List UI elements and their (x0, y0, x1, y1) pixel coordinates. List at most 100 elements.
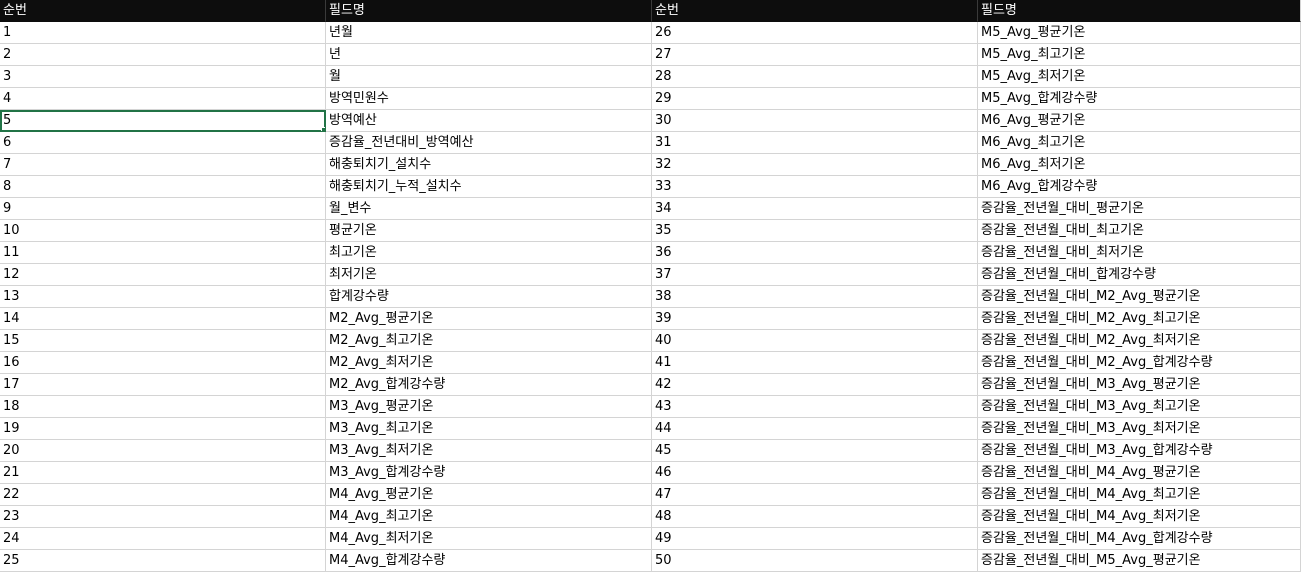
cell-fieldname-right[interactable]: M6_Avg_최저기온 (978, 154, 1301, 176)
cell-fieldname-right[interactable]: M5_Avg_최고기온 (978, 44, 1301, 66)
cell-seq-left[interactable]: 7 (0, 154, 326, 176)
cell-fieldname-left[interactable]: 최저기온 (326, 264, 652, 286)
cell-fieldname-left[interactable]: 년 (326, 44, 652, 66)
cell-seq-left[interactable]: 24 (0, 528, 326, 550)
cell-fieldname-left[interactable]: M3_Avg_최저기온 (326, 440, 652, 462)
cell-fieldname-left[interactable]: M2_Avg_최저기온 (326, 352, 652, 374)
cell-seq-left[interactable]: 11 (0, 242, 326, 264)
cell-fieldname-right[interactable]: 증감율_전년월_대비_합계강수량 (978, 264, 1301, 286)
cell-fieldname-right[interactable]: 증감율_전년월_대비_M3_Avg_합계강수량 (978, 440, 1301, 462)
cell-seq-right[interactable]: 32 (652, 154, 978, 176)
cell-fieldname-left[interactable]: M3_Avg_평균기온 (326, 396, 652, 418)
header-cell-fieldname-1[interactable]: 필드명 (326, 0, 652, 22)
cell-seq-right[interactable]: 36 (652, 242, 978, 264)
cell-seq-left[interactable]: 3 (0, 66, 326, 88)
cell-fieldname-right[interactable]: 증감율_전년월_대비_M2_Avg_최고기온 (978, 308, 1301, 330)
cell-fieldname-right[interactable]: 증감율_전년월_대비_M4_Avg_최저기온 (978, 506, 1301, 528)
cell-seq-left[interactable]: 2 (0, 44, 326, 66)
selected-cell[interactable]: 5 (0, 110, 326, 132)
header-cell-fieldname-2[interactable]: 필드명 (978, 0, 1301, 22)
cell-fieldname-right[interactable]: 증감율_전년월_대비_평균기온 (978, 198, 1301, 220)
cell-seq-left[interactable]: 8 (0, 176, 326, 198)
cell-seq-right[interactable]: 28 (652, 66, 978, 88)
cell-seq-right[interactable]: 39 (652, 308, 978, 330)
cell-seq-right[interactable]: 44 (652, 418, 978, 440)
cell-fieldname-left[interactable]: M4_Avg_합계강수량 (326, 550, 652, 572)
cell-seq-right[interactable]: 41 (652, 352, 978, 374)
cell-fieldname-right[interactable]: 증감율_전년월_대비_M3_Avg_최저기온 (978, 418, 1301, 440)
cell-seq-left[interactable]: 17 (0, 374, 326, 396)
cell-fieldname-left[interactable]: M2_Avg_최고기온 (326, 330, 652, 352)
cell-fieldname-right[interactable]: 증감율_전년월_대비_M4_Avg_최고기온 (978, 484, 1301, 506)
cell-fieldname-left[interactable]: 년월 (326, 22, 652, 44)
cell-fieldname-left[interactable]: M4_Avg_최저기온 (326, 528, 652, 550)
cell-fieldname-right[interactable]: M6_Avg_평균기온 (978, 110, 1301, 132)
cell-seq-right[interactable]: 45 (652, 440, 978, 462)
cell-seq-left[interactable]: 18 (0, 396, 326, 418)
cell-fieldname-right[interactable]: M6_Avg_합계강수량 (978, 176, 1301, 198)
cell-fieldname-left[interactable]: M3_Avg_합계강수량 (326, 462, 652, 484)
cell-seq-right[interactable]: 30 (652, 110, 978, 132)
cell-fieldname-right[interactable]: 증감율_전년월_대비_M5_Avg_평균기온 (978, 550, 1301, 572)
cell-seq-left[interactable]: 25 (0, 550, 326, 572)
cell-fieldname-left[interactable]: M3_Avg_최고기온 (326, 418, 652, 440)
cell-seq-right[interactable]: 38 (652, 286, 978, 308)
cell-fieldname-right[interactable]: 증감율_전년월_대비_최저기온 (978, 242, 1301, 264)
cell-fieldname-right[interactable]: M5_Avg_평균기온 (978, 22, 1301, 44)
cell-seq-right[interactable]: 50 (652, 550, 978, 572)
cell-fieldname-right[interactable]: 증감율_전년월_대비_M3_Avg_평균기온 (978, 374, 1301, 396)
cell-seq-left[interactable]: 13 (0, 286, 326, 308)
cell-fieldname-left[interactable]: M4_Avg_평균기온 (326, 484, 652, 506)
cell-seq-right[interactable]: 40 (652, 330, 978, 352)
cell-fieldname-left[interactable]: 해충퇴치기_설치수 (326, 154, 652, 176)
cell-seq-left[interactable]: 12 (0, 264, 326, 286)
cell-seq-left[interactable]: 16 (0, 352, 326, 374)
cell-fieldname-left[interactable]: 방역민원수 (326, 88, 652, 110)
cell-seq-right[interactable]: 33 (652, 176, 978, 198)
cell-fieldname-right[interactable]: M5_Avg_최저기온 (978, 66, 1301, 88)
cell-seq-left[interactable]: 4 (0, 88, 326, 110)
cell-seq-right[interactable]: 37 (652, 264, 978, 286)
cell-fieldname-left[interactable]: M2_Avg_평균기온 (326, 308, 652, 330)
cell-seq-left[interactable]: 6 (0, 132, 326, 154)
cell-seq-right[interactable]: 26 (652, 22, 978, 44)
cell-fieldname-right[interactable]: 증감율_전년월_대비_M3_Avg_최고기온 (978, 396, 1301, 418)
cell-seq-left[interactable]: 20 (0, 440, 326, 462)
cell-seq-left[interactable]: 14 (0, 308, 326, 330)
cell-fieldname-left[interactable]: 월_변수 (326, 198, 652, 220)
cell-fieldname-left[interactable]: 증감율_전년대비_방역예산 (326, 132, 652, 154)
cell-seq-right[interactable]: 49 (652, 528, 978, 550)
cell-fieldname-left[interactable]: 월 (326, 66, 652, 88)
cell-seq-right[interactable]: 43 (652, 396, 978, 418)
cell-fieldname-left[interactable]: M2_Avg_합계강수량 (326, 374, 652, 396)
cell-fieldname-left[interactable]: 합계강수량 (326, 286, 652, 308)
cell-fieldname-right[interactable]: 증감율_전년월_대비_M2_Avg_평균기온 (978, 286, 1301, 308)
header-cell-seq-1[interactable]: 순번 (0, 0, 326, 22)
cell-fieldname-right[interactable]: 증감율_전년월_대비_최고기온 (978, 220, 1301, 242)
cell-seq-right[interactable]: 35 (652, 220, 978, 242)
cell-fieldname-right[interactable]: 증감율_전년월_대비_M4_Avg_평균기온 (978, 462, 1301, 484)
cell-seq-left[interactable]: 23 (0, 506, 326, 528)
cell-seq-left[interactable]: 10 (0, 220, 326, 242)
cell-seq-left[interactable]: 21 (0, 462, 326, 484)
cell-seq-left[interactable]: 22 (0, 484, 326, 506)
cell-fieldname-right[interactable]: 증감율_전년월_대비_M2_Avg_최저기온 (978, 330, 1301, 352)
cell-seq-right[interactable]: 42 (652, 374, 978, 396)
cell-seq-left[interactable]: 15 (0, 330, 326, 352)
cell-seq-right[interactable]: 47 (652, 484, 978, 506)
cell-seq-left[interactable]: 19 (0, 418, 326, 440)
cell-seq-right[interactable]: 27 (652, 44, 978, 66)
cell-seq-right[interactable]: 34 (652, 198, 978, 220)
cell-fieldname-right[interactable]: 증감율_전년월_대비_M4_Avg_합계강수량 (978, 528, 1301, 550)
cell-seq-right[interactable]: 31 (652, 132, 978, 154)
header-cell-seq-2[interactable]: 순번 (652, 0, 978, 22)
cell-seq-right[interactable]: 46 (652, 462, 978, 484)
cell-fieldname-left[interactable]: 평균기온 (326, 220, 652, 242)
cell-fieldname-left[interactable]: 최고기온 (326, 242, 652, 264)
cell-fieldname-right[interactable]: 증감율_전년월_대비_M2_Avg_합계강수량 (978, 352, 1301, 374)
cell-seq-left[interactable]: 9 (0, 198, 326, 220)
cell-fieldname-left[interactable]: 해충퇴치기_누적_설치수 (326, 176, 652, 198)
cell-seq-right[interactable]: 29 (652, 88, 978, 110)
cell-fieldname-right[interactable]: M5_Avg_합계강수량 (978, 88, 1301, 110)
cell-seq-right[interactable]: 48 (652, 506, 978, 528)
